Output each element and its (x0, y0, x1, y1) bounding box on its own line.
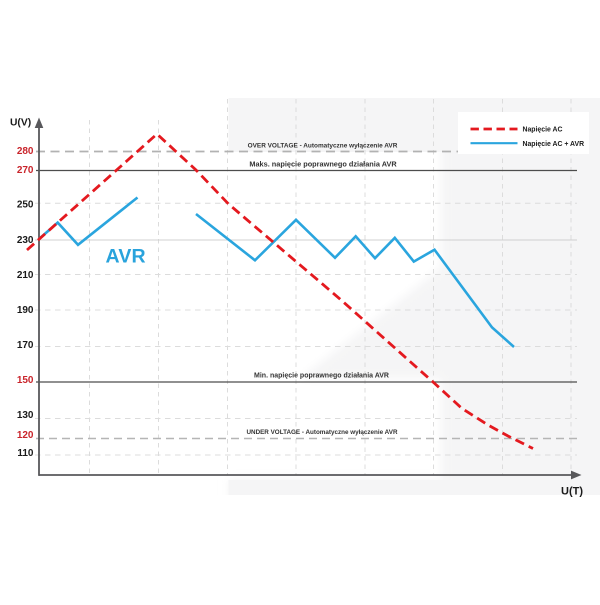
svg-text:Napięcie AC: Napięcie AC (523, 127, 563, 134)
svg-text:230: 230 (17, 235, 34, 246)
svg-text:U(V): U(V) (10, 118, 31, 129)
svg-text:190: 190 (17, 305, 34, 316)
svg-text:270: 270 (17, 165, 34, 176)
svg-text:210: 210 (17, 270, 34, 281)
svg-text:150: 150 (17, 375, 34, 386)
svg-text:AVR: AVR (106, 246, 146, 268)
svg-text:U(T): U(T) (561, 486, 583, 498)
svg-text:250: 250 (17, 200, 34, 211)
svg-text:110: 110 (17, 448, 34, 459)
svg-text:120: 120 (17, 430, 34, 441)
svg-text:UNDER VOLTAGE - Automatyczne w: UNDER VOLTAGE - Automatyczne wyłączenie … (246, 429, 397, 436)
svg-text:Napięcie AC + AVR: Napięcie AC + AVR (523, 141, 585, 148)
svg-text:170: 170 (17, 340, 34, 351)
svg-text:280: 280 (17, 146, 34, 157)
svg-text:Min. napięcie poprawnego dział: Min. napięcie poprawnego działania AVR (254, 372, 389, 379)
svg-text:Maks. napięcie poprawnego dzia: Maks. napięcie poprawnego działania AVR (249, 160, 397, 169)
svg-text:130: 130 (17, 410, 34, 421)
svg-text:OVER VOLTAGE - Automatyczne wy: OVER VOLTAGE - Automatyczne wyłączenie A… (248, 143, 398, 150)
